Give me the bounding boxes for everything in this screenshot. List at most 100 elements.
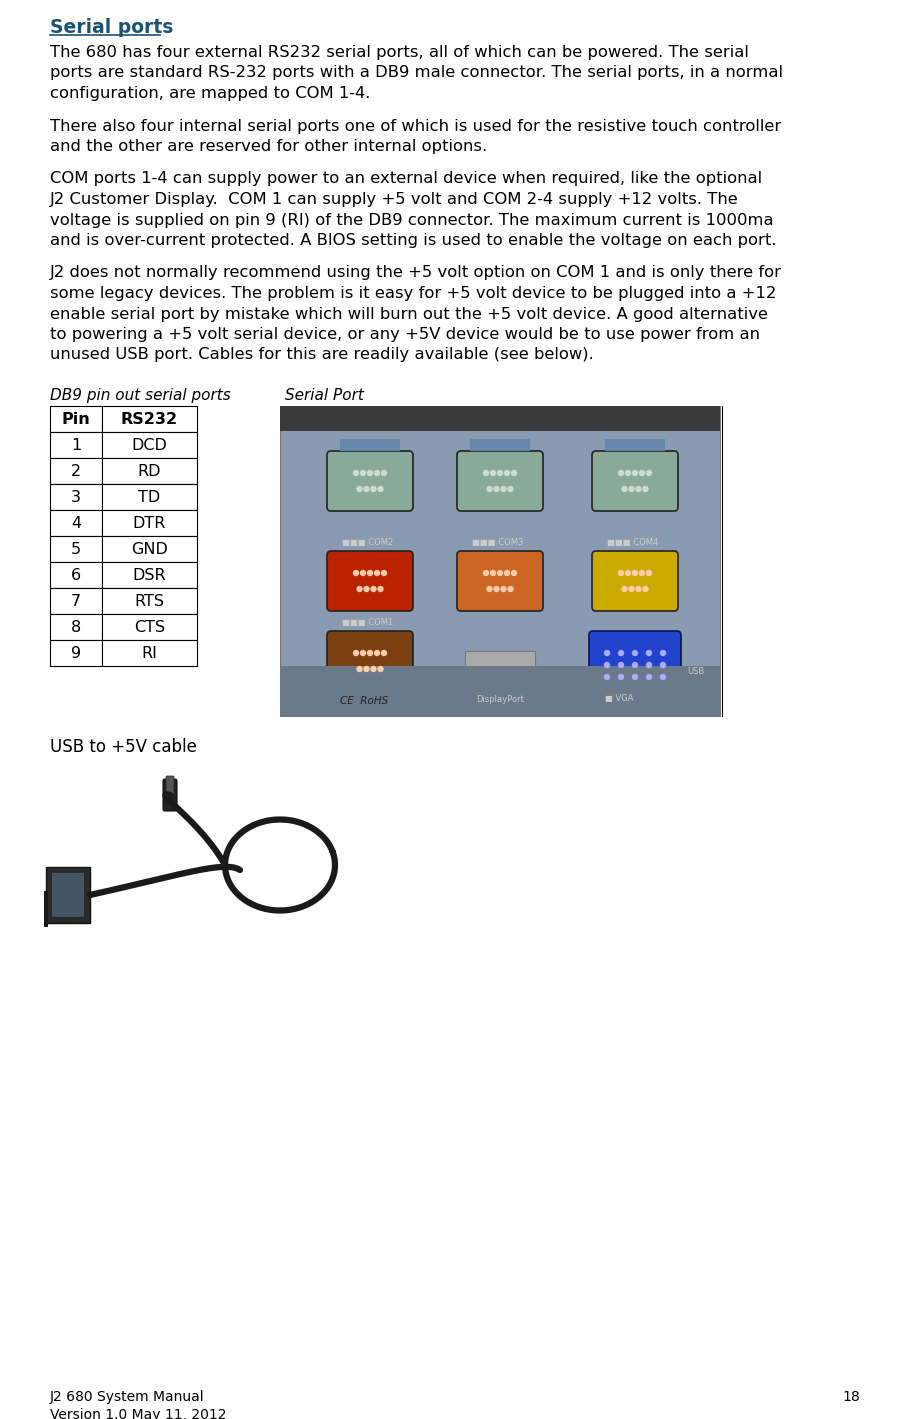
Bar: [50, 587, 102, 614]
Circle shape: [647, 650, 651, 656]
Text: 2: 2: [71, 464, 81, 478]
Circle shape: [483, 471, 489, 475]
Circle shape: [357, 487, 362, 491]
Bar: [102, 484, 197, 509]
Circle shape: [626, 471, 630, 475]
Text: 6: 6: [71, 568, 81, 583]
Bar: [50, 536, 102, 562]
Circle shape: [632, 663, 638, 667]
Circle shape: [371, 586, 376, 592]
Circle shape: [512, 570, 516, 576]
Circle shape: [378, 487, 383, 491]
FancyBboxPatch shape: [327, 451, 413, 511]
Circle shape: [360, 570, 366, 576]
Circle shape: [491, 570, 495, 576]
Text: 1: 1: [71, 437, 81, 453]
Circle shape: [660, 663, 666, 667]
Circle shape: [632, 570, 638, 576]
Text: The 680 has four external RS232 serial ports, all of which can be powered. The s: The 680 has four external RS232 serial p…: [50, 45, 749, 60]
Text: and is over-current protected. A BIOS setting is used to enable the voltage on e: and is over-current protected. A BIOS se…: [50, 233, 776, 248]
Bar: [46, 867, 90, 922]
Text: to powering a +5 volt serial device, or any +5V device would be to use power fro: to powering a +5 volt serial device, or …: [50, 326, 760, 342]
Bar: [470, 438, 530, 451]
Circle shape: [636, 586, 641, 592]
Bar: [50, 614, 102, 640]
Circle shape: [382, 650, 386, 656]
Circle shape: [619, 471, 623, 475]
Circle shape: [491, 471, 495, 475]
Text: DSR: DSR: [132, 568, 166, 583]
FancyBboxPatch shape: [327, 551, 413, 612]
Circle shape: [378, 667, 383, 671]
Circle shape: [357, 586, 362, 592]
Text: 5: 5: [71, 542, 81, 556]
Circle shape: [382, 570, 386, 576]
Circle shape: [660, 650, 666, 656]
Text: TD: TD: [139, 490, 161, 505]
Text: 3: 3: [71, 490, 81, 505]
Circle shape: [364, 487, 369, 491]
Circle shape: [487, 487, 492, 491]
Text: configuration, are mapped to COM 1-4.: configuration, are mapped to COM 1-4.: [50, 87, 370, 101]
Bar: [280, 406, 720, 717]
Circle shape: [494, 487, 499, 491]
Bar: [102, 406, 197, 431]
Bar: [44, 891, 48, 927]
Circle shape: [360, 650, 366, 656]
Circle shape: [619, 650, 623, 656]
FancyBboxPatch shape: [327, 631, 413, 691]
Circle shape: [647, 663, 651, 667]
Circle shape: [636, 487, 641, 491]
Text: 18: 18: [843, 1391, 860, 1403]
Circle shape: [619, 663, 623, 667]
Text: DB9 pin out serial ports: DB9 pin out serial ports: [50, 387, 230, 403]
FancyBboxPatch shape: [166, 776, 174, 795]
Text: 7: 7: [71, 593, 81, 609]
Bar: [102, 640, 197, 666]
Circle shape: [367, 650, 373, 656]
Circle shape: [632, 674, 638, 680]
Circle shape: [501, 586, 506, 592]
Bar: [50, 484, 102, 509]
Text: 9: 9: [71, 646, 81, 660]
Circle shape: [504, 570, 510, 576]
Bar: [102, 587, 197, 614]
FancyBboxPatch shape: [592, 551, 678, 612]
Circle shape: [660, 674, 666, 680]
Text: 4: 4: [71, 515, 81, 531]
Text: 8: 8: [71, 620, 81, 634]
Circle shape: [375, 570, 379, 576]
Circle shape: [483, 570, 489, 576]
Circle shape: [639, 471, 645, 475]
Text: J2 does not normally recommend using the +5 volt option on COM 1 and is only the: J2 does not normally recommend using the…: [50, 265, 782, 281]
Circle shape: [619, 570, 623, 576]
Text: RI: RI: [141, 646, 158, 660]
Text: Serial Port: Serial Port: [285, 387, 364, 403]
Circle shape: [357, 667, 362, 671]
Text: RTS: RTS: [134, 593, 164, 609]
Circle shape: [629, 487, 634, 491]
Circle shape: [504, 471, 510, 475]
Text: Serial ports: Serial ports: [50, 18, 173, 37]
Circle shape: [371, 487, 376, 491]
Circle shape: [498, 471, 502, 475]
Text: CE  RoHS: CE RoHS: [340, 695, 388, 707]
Circle shape: [604, 663, 610, 667]
Circle shape: [632, 471, 638, 475]
Bar: [102, 458, 197, 484]
Circle shape: [512, 471, 516, 475]
Circle shape: [364, 586, 369, 592]
Bar: [102, 614, 197, 640]
Text: ■■■ COM2: ■■■ COM2: [342, 538, 394, 548]
Circle shape: [639, 570, 645, 576]
Bar: [102, 562, 197, 587]
Text: ■■■ COM1: ■■■ COM1: [342, 619, 394, 627]
Text: Pin: Pin: [62, 412, 91, 427]
Text: DisplayPort: DisplayPort: [476, 694, 524, 704]
Bar: [102, 509, 197, 536]
Circle shape: [647, 674, 651, 680]
Bar: [50, 431, 102, 458]
Circle shape: [371, 667, 376, 671]
Text: DTR: DTR: [132, 515, 166, 531]
Circle shape: [364, 667, 369, 671]
